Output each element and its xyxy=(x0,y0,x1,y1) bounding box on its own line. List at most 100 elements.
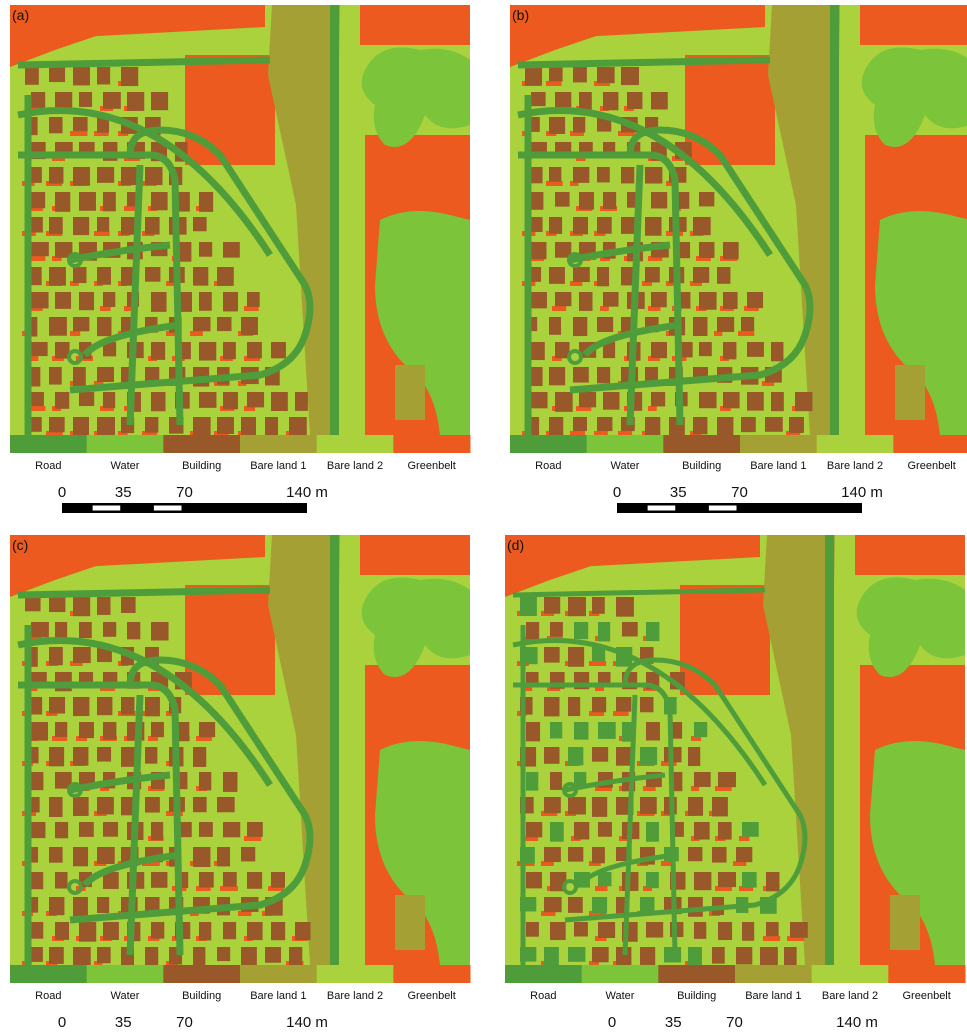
building xyxy=(73,847,88,866)
building xyxy=(271,392,288,411)
legend-swatch xyxy=(812,965,889,983)
building xyxy=(520,597,537,616)
building xyxy=(694,872,711,890)
greenbelt-patch xyxy=(595,886,608,891)
highway xyxy=(330,535,339,965)
building xyxy=(103,92,121,109)
building xyxy=(31,292,49,308)
building xyxy=(550,922,566,940)
building xyxy=(193,747,206,767)
building xyxy=(603,92,618,110)
building xyxy=(694,922,706,939)
legend-label: Water xyxy=(606,990,635,1002)
building xyxy=(771,342,783,361)
building xyxy=(526,822,542,837)
building xyxy=(127,92,144,111)
road xyxy=(518,60,770,65)
legend-label: Road xyxy=(535,460,561,472)
scale-label: 35 xyxy=(665,1014,682,1030)
building-block xyxy=(395,895,425,950)
legend-swatch xyxy=(740,435,817,453)
building xyxy=(598,922,615,938)
building xyxy=(151,392,166,411)
building xyxy=(645,267,660,282)
building xyxy=(217,797,235,812)
building xyxy=(217,417,234,434)
building xyxy=(49,597,65,612)
building xyxy=(688,747,700,766)
legend-swatch xyxy=(505,965,582,983)
building xyxy=(717,417,733,436)
building xyxy=(579,192,594,210)
building xyxy=(49,797,63,817)
legend-label: Bare land 1 xyxy=(250,990,306,1002)
building xyxy=(121,697,134,715)
legend-swatch xyxy=(240,435,317,453)
building xyxy=(25,67,39,85)
map-panel xyxy=(10,535,470,966)
greenbelt-patch xyxy=(738,331,754,336)
building xyxy=(531,192,543,210)
building xyxy=(568,897,583,913)
building xyxy=(49,67,65,82)
building xyxy=(640,697,653,712)
building xyxy=(640,947,655,965)
building xyxy=(223,392,238,409)
legend-swatch xyxy=(735,965,812,983)
building xyxy=(573,417,587,431)
building xyxy=(97,417,115,436)
scale-label: 35 xyxy=(115,1014,132,1030)
greenbelt-patch xyxy=(600,306,609,311)
building xyxy=(295,922,311,940)
building xyxy=(193,217,207,231)
building xyxy=(103,622,116,637)
building xyxy=(651,342,667,358)
building xyxy=(573,367,589,383)
building xyxy=(603,392,619,410)
building xyxy=(568,747,583,765)
greenbelt-area xyxy=(680,585,770,695)
building xyxy=(55,622,67,638)
building xyxy=(550,622,563,637)
building xyxy=(579,392,596,407)
building xyxy=(145,947,158,965)
building xyxy=(573,267,590,282)
building xyxy=(271,872,285,888)
building xyxy=(151,292,167,312)
building xyxy=(712,797,728,816)
building xyxy=(49,697,65,714)
building xyxy=(646,622,659,641)
building xyxy=(265,947,281,963)
building xyxy=(217,847,230,866)
building xyxy=(699,242,714,258)
building xyxy=(97,167,114,183)
building xyxy=(223,342,236,359)
legend-label: Road xyxy=(35,460,61,472)
figure: (a)RoadWaterBuildingBare land 1Bare land… xyxy=(0,0,967,1030)
scale-label: 70 xyxy=(176,484,193,501)
legend-swatch xyxy=(893,435,967,453)
building xyxy=(97,267,111,285)
building xyxy=(597,167,610,182)
building xyxy=(646,722,660,741)
legend-label: Water xyxy=(111,990,140,1002)
building xyxy=(151,722,164,737)
building xyxy=(193,317,210,331)
building xyxy=(549,367,565,385)
building xyxy=(531,242,546,259)
building xyxy=(97,597,111,615)
building xyxy=(766,872,779,891)
building xyxy=(531,392,548,408)
building xyxy=(223,822,240,837)
map-panel xyxy=(505,535,965,967)
legend-swatch xyxy=(393,965,470,983)
building xyxy=(694,822,710,840)
building xyxy=(55,392,69,409)
building xyxy=(741,317,754,331)
building xyxy=(193,417,211,435)
building xyxy=(73,897,88,916)
building xyxy=(73,697,89,716)
building xyxy=(646,872,659,888)
building xyxy=(73,647,91,663)
building xyxy=(694,772,711,787)
